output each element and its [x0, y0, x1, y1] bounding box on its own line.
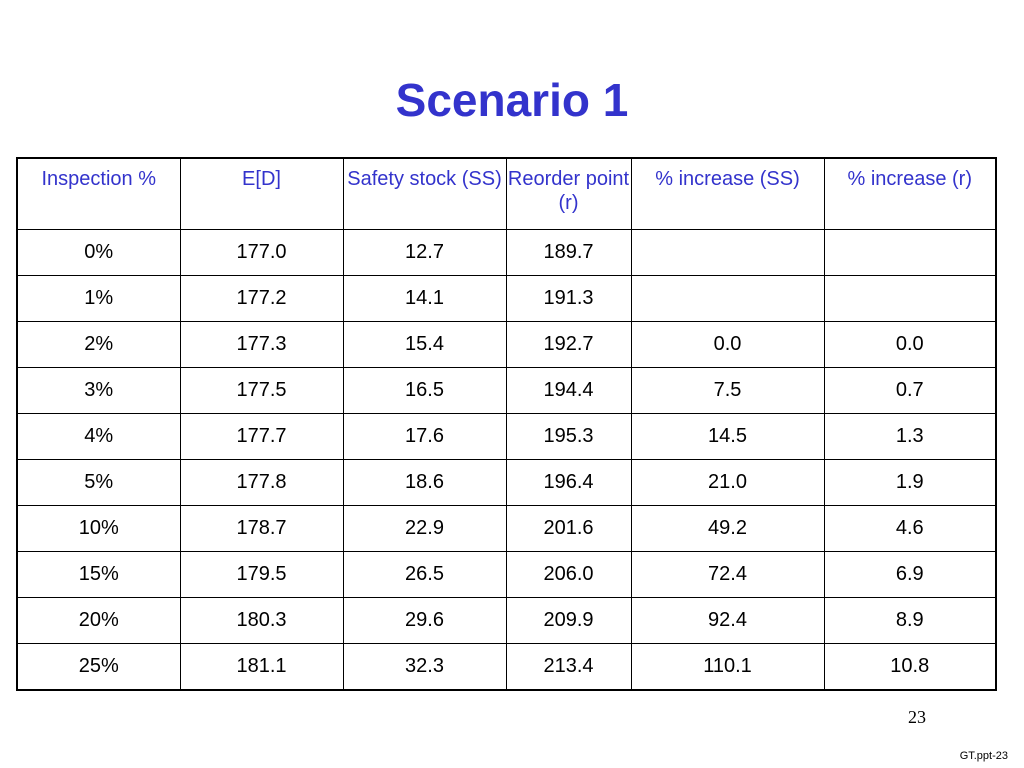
footer-filename: GT.ppt-23 — [959, 750, 1008, 762]
cell-increase-ss: 14.5 — [630, 413, 825, 460]
cell-increase-ss: 0.0 — [630, 321, 825, 368]
cell-expected-demand: 177.0 — [179, 229, 344, 276]
cell-expected-demand: 177.2 — [179, 275, 344, 322]
cell-reorder-point: 209.9 — [505, 597, 632, 644]
cell-reorder-point: 201.6 — [505, 505, 632, 552]
cell-expected-demand: 178.7 — [179, 505, 344, 552]
cell-expected-demand: 177.5 — [179, 367, 344, 414]
cell-increase-r: 10.8 — [823, 643, 997, 691]
cell-increase-r: 0.0 — [823, 321, 997, 368]
cell-safety-stock: 16.5 — [342, 367, 507, 414]
cell-increase-r: 1.9 — [823, 459, 997, 506]
table-row: 4% 177.7 17.6 195.3 14.5 1.3 — [16, 413, 997, 460]
cell-inspection: 0% — [16, 229, 181, 276]
cell-inspection: 3% — [16, 367, 181, 414]
table-row: 25% 181.1 32.3 213.4 110.1 10.8 — [16, 643, 997, 691]
table-row: 3% 177.5 16.5 194.4 7.5 0.7 — [16, 367, 997, 414]
table-header-row: Inspection % E[D] Safety stock (SS) Reor… — [16, 157, 997, 230]
table-row: 2% 177.3 15.4 192.7 0.0 0.0 — [16, 321, 997, 368]
cell-increase-ss: 110.1 — [630, 643, 825, 691]
cell-safety-stock: 32.3 — [342, 643, 507, 691]
cell-inspection: 4% — [16, 413, 181, 460]
header-inspection: Inspection % — [16, 157, 181, 230]
table-row: 5% 177.8 18.6 196.4 21.0 1.9 — [16, 459, 997, 506]
header-safety-stock: Safety stock (SS) — [342, 157, 507, 230]
cell-reorder-point: 189.7 — [505, 229, 632, 276]
cell-inspection: 20% — [16, 597, 181, 644]
scenario-table: Inspection % E[D] Safety stock (SS) Reor… — [16, 157, 997, 691]
cell-expected-demand: 177.3 — [179, 321, 344, 368]
cell-increase-ss: 72.4 — [630, 551, 825, 598]
cell-increase-r — [823, 229, 997, 276]
cell-expected-demand: 177.7 — [179, 413, 344, 460]
table-row: 1% 177.2 14.1 191.3 — [16, 275, 997, 322]
cell-safety-stock: 18.6 — [342, 459, 507, 506]
cell-increase-ss: 92.4 — [630, 597, 825, 644]
cell-increase-r — [823, 275, 997, 322]
cell-inspection: 25% — [16, 643, 181, 691]
table-row: 10% 178.7 22.9 201.6 49.2 4.6 — [16, 505, 997, 552]
cell-expected-demand: 179.5 — [179, 551, 344, 598]
header-expected-demand: E[D] — [179, 157, 344, 230]
cell-increase-r: 6.9 — [823, 551, 997, 598]
cell-increase-ss — [630, 275, 825, 322]
cell-safety-stock: 15.4 — [342, 321, 507, 368]
cell-increase-r: 8.9 — [823, 597, 997, 644]
cell-safety-stock: 22.9 — [342, 505, 507, 552]
cell-safety-stock: 17.6 — [342, 413, 507, 460]
cell-increase-ss: 49.2 — [630, 505, 825, 552]
cell-reorder-point: 195.3 — [505, 413, 632, 460]
cell-reorder-point: 192.7 — [505, 321, 632, 368]
page-number: 23 — [908, 707, 926, 727]
slide-title: Scenario 1 — [395, 74, 629, 126]
cell-increase-r: 4.6 — [823, 505, 997, 552]
cell-inspection: 1% — [16, 275, 181, 322]
cell-safety-stock: 14.1 — [342, 275, 507, 322]
cell-safety-stock: 29.6 — [342, 597, 507, 644]
cell-safety-stock: 26.5 — [342, 551, 507, 598]
cell-expected-demand: 177.8 — [179, 459, 344, 506]
table-row: 15% 179.5 26.5 206.0 72.4 6.9 — [16, 551, 997, 598]
cell-increase-r: 1.3 — [823, 413, 997, 460]
header-increase-r: % increase (r) — [823, 157, 997, 230]
cell-inspection: 2% — [16, 321, 181, 368]
cell-reorder-point: 194.4 — [505, 367, 632, 414]
cell-increase-ss: 7.5 — [630, 367, 825, 414]
header-increase-ss: % increase (SS) — [630, 157, 825, 230]
cell-increase-r: 0.7 — [823, 367, 997, 414]
cell-inspection: 5% — [16, 459, 181, 506]
cell-reorder-point: 206.0 — [505, 551, 632, 598]
cell-safety-stock: 12.7 — [342, 229, 507, 276]
cell-increase-ss — [630, 229, 825, 276]
table-row: 0% 177.0 12.7 189.7 — [16, 229, 997, 276]
cell-reorder-point: 196.4 — [505, 459, 632, 506]
header-reorder-point: Reorder point (r) — [505, 157, 632, 230]
cell-inspection: 15% — [16, 551, 181, 598]
cell-inspection: 10% — [16, 505, 181, 552]
cell-reorder-point: 191.3 — [505, 275, 632, 322]
cell-reorder-point: 213.4 — [505, 643, 632, 691]
table-row: 20% 180.3 29.6 209.9 92.4 8.9 — [16, 597, 997, 644]
cell-expected-demand: 181.1 — [179, 643, 344, 691]
cell-increase-ss: 21.0 — [630, 459, 825, 506]
cell-expected-demand: 180.3 — [179, 597, 344, 644]
